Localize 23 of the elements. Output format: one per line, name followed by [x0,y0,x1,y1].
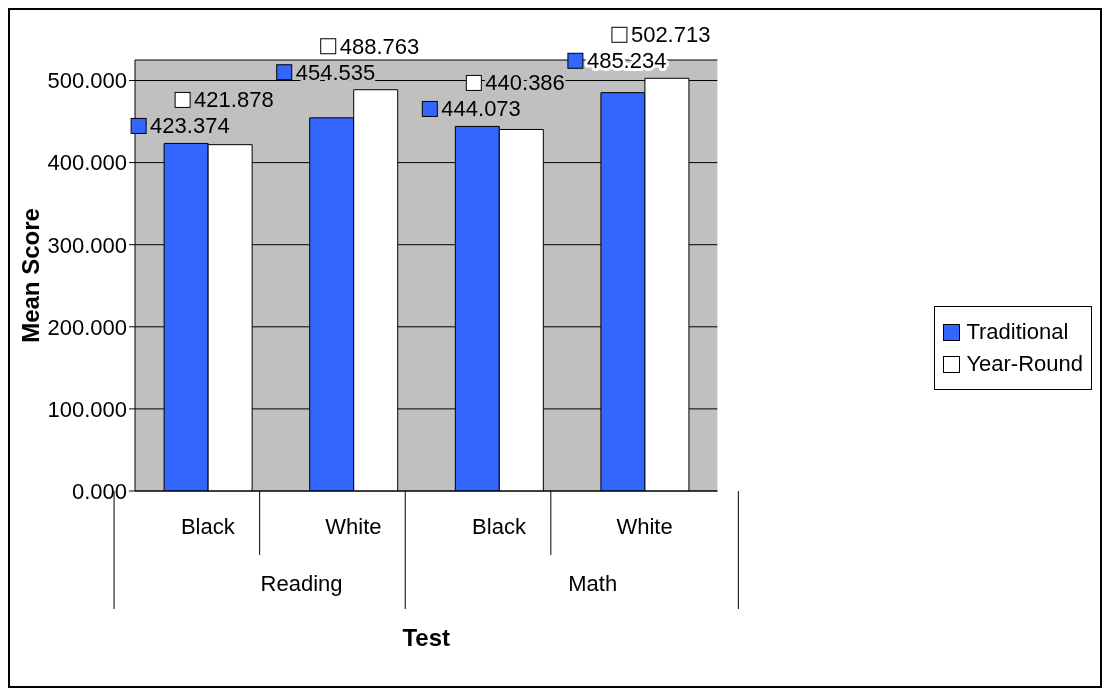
x-tick-label: Black [472,514,527,539]
data-label: 485.234 [586,48,667,74]
y-tick-label: 300.000 [47,232,127,258]
legend-label: Traditional [966,319,1069,345]
y-axis-title: Mean Score [16,208,44,343]
x-tick-label: White [616,514,673,539]
data-label: 502.713 [630,22,711,48]
y-tick-label: 100.000 [47,396,127,422]
text: Math [568,571,618,596]
data-label: 423.374 [150,113,230,139]
data-label: 454.535 [295,59,376,85]
x-tick-label: Black [180,514,236,539]
y-tick-label: 200.000 [47,314,127,340]
data-label: 488.763 [339,33,420,59]
y-tick-label: 400.000 [47,150,127,176]
legend-label: Year-Round [966,351,1083,377]
x-tick-label: White [325,514,382,539]
y-tick-label: 500.000 [47,68,127,94]
data-label: 421.878 [194,87,274,113]
y-tick-label: 0.000 [71,478,127,504]
x-axis-title: Test [402,624,450,651]
text: Reading [260,571,343,596]
data-label: 444.073 [441,96,521,122]
